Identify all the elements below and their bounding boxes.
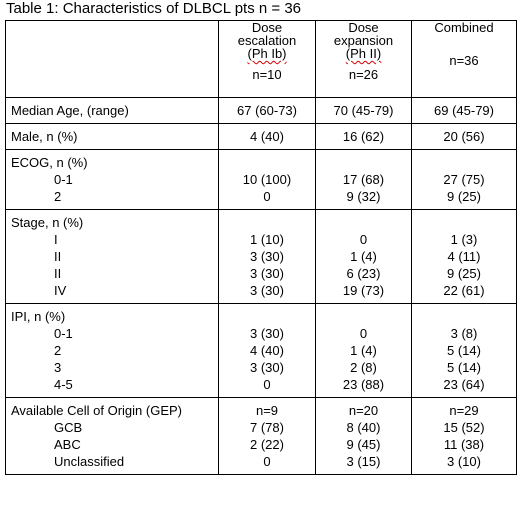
sub-label: 0-1 xyxy=(54,172,73,187)
cell-value: 20 (56) xyxy=(443,129,485,144)
row-label: IPI, n (%) xyxy=(11,309,66,324)
cell-value: 2 (8) xyxy=(350,360,377,375)
cell-value: 9 (25) xyxy=(447,189,481,204)
cell-value: 1 (4) xyxy=(350,343,377,358)
table-row: Stage, n (%) I II II IV 1 (10) 3 (30) 3 … xyxy=(5,209,517,304)
sub-label: GCB xyxy=(54,420,83,435)
cell-value: 6 (23) xyxy=(346,266,381,281)
cell-value: 1 (4) xyxy=(350,249,377,264)
cell-value: 8 (40) xyxy=(346,420,381,435)
cell-value: 69 (45-79) xyxy=(434,103,494,118)
sub-label: Unclassified xyxy=(54,454,125,469)
cell-value: 10 (100) xyxy=(242,172,292,187)
cell-value: 9 (25) xyxy=(447,266,481,281)
sub-label: II xyxy=(54,266,62,281)
table-row: Available Cell of Origin (GEP) GCB ABC U… xyxy=(5,397,517,475)
cell-value: 67 (60-73) xyxy=(237,103,297,118)
cell-value: 3 (15) xyxy=(346,454,381,469)
row-label: Median Age, (range) xyxy=(11,103,129,118)
cell-value: 3 (30) xyxy=(250,249,284,264)
cell-value: 0 xyxy=(263,454,271,469)
table-row: Male, n (%) 4 (40) 16 (62) 20 (56) xyxy=(5,123,517,150)
row-label: ECOG, n (%) xyxy=(11,155,88,170)
table-title: Table 1: Characteristics of DLBCL pts n … xyxy=(6,0,302,17)
header-n: n=36 xyxy=(449,53,479,68)
cell-value: 9 (32) xyxy=(346,189,381,204)
cell-value: 1 (10) xyxy=(250,232,284,247)
cell-value: 3 (30) xyxy=(250,360,284,375)
sub-label: IV xyxy=(54,283,67,298)
header-text: expansion xyxy=(333,33,394,48)
cell-value: 5 (14) xyxy=(447,360,481,375)
cell-value: 16 (62) xyxy=(342,129,385,144)
cell-value: 1 (3) xyxy=(450,232,478,247)
cell-value: 23 (64) xyxy=(443,377,485,392)
cell-value: 0 xyxy=(263,189,271,204)
cell-value: n=9 xyxy=(255,403,279,418)
sub-label: 0-1 xyxy=(54,326,73,341)
cell-value: 11 (38) xyxy=(443,437,485,452)
header-text: (Ph Ib) xyxy=(247,46,287,61)
cell-value: 4 (40) xyxy=(250,129,284,144)
cell-value: 0 xyxy=(263,377,271,392)
header-empty-cell xyxy=(5,20,219,98)
sub-label: 2 xyxy=(54,343,62,358)
header-row: Dose escalation (Ph Ib) n=10 Dose expans… xyxy=(5,20,517,98)
cell-value: 2 (22) xyxy=(250,437,284,452)
sub-label: 4-5 xyxy=(54,377,73,392)
cell-value: 15 (52) xyxy=(443,420,485,435)
cell-value: 3 (30) xyxy=(250,283,284,298)
row-label: Male, n (%) xyxy=(11,129,78,144)
sub-label: I xyxy=(54,232,58,247)
cell-value: 0 xyxy=(359,232,368,247)
cell-value: 3 (30) xyxy=(250,266,284,281)
cell-value: 4 (11) xyxy=(447,249,481,264)
header-combined: Combined n=36 xyxy=(411,20,517,98)
header-dose-escalation: Dose escalation (Ph Ib) n=10 xyxy=(218,20,316,98)
cell-value: 3 (10) xyxy=(447,454,481,469)
cell-value: 7 (78) xyxy=(250,420,284,435)
header-n: n=26 xyxy=(348,67,379,82)
header-text: escalation xyxy=(237,33,297,48)
row-label: Stage, n (%) xyxy=(11,215,84,230)
sub-label: 2 xyxy=(54,189,62,204)
table-row: IPI, n (%) 0-1 2 3 4-5 3 (30) 4 (40) 3 (… xyxy=(5,303,517,398)
cell-value: 3 (30) xyxy=(250,326,284,341)
cell-value: 3 (8) xyxy=(450,326,478,341)
cell-value: 5 (14) xyxy=(447,343,481,358)
header-n: n=10 xyxy=(252,67,282,82)
cell-value: n=29 xyxy=(449,403,479,418)
header-dose-expansion: Dose expansion (Ph II) n=26 xyxy=(315,20,412,98)
cell-value: 27 (75) xyxy=(443,172,485,187)
header-text: Combined xyxy=(434,20,494,35)
cell-value: 4 (40) xyxy=(250,343,284,358)
cell-value: 19 (73) xyxy=(342,283,385,298)
characteristics-table: Dose escalation (Ph Ib) n=10 Dose expans… xyxy=(5,20,517,475)
cell-value: 23 (88) xyxy=(342,377,385,392)
cell-value: 9 (45) xyxy=(346,437,381,452)
sub-label: 3 xyxy=(54,360,62,375)
cell-value: 17 (68) xyxy=(342,172,385,187)
cell-value: 70 (45-79) xyxy=(333,103,394,118)
table-row: ECOG, n (%) 0-1 2 10 (100) 0 17 (68) 9 (… xyxy=(5,149,517,210)
cell-value: 22 (61) xyxy=(443,283,485,298)
sub-label: ABC xyxy=(54,437,81,452)
table-row: Median Age, (range) 67 (60-73) 70 (45-79… xyxy=(5,97,517,124)
sub-label: II xyxy=(54,249,62,264)
header-text: Dose xyxy=(251,20,283,35)
header-text: Dose xyxy=(348,20,379,35)
cell-value: 0 xyxy=(359,326,368,341)
cell-value: n=20 xyxy=(348,403,379,418)
row-label: Available Cell of Origin (GEP) xyxy=(11,403,182,418)
header-text: (Ph II) xyxy=(345,46,382,61)
